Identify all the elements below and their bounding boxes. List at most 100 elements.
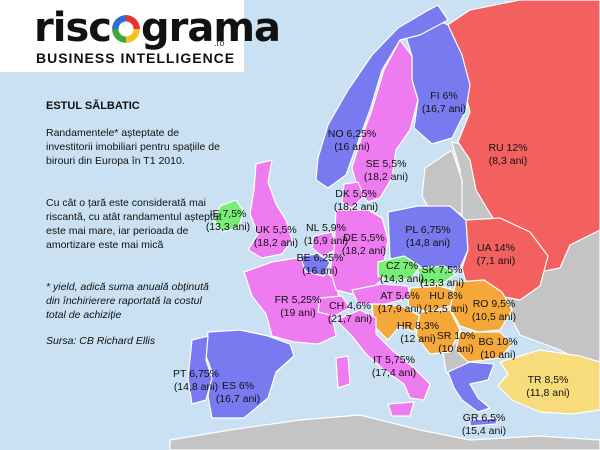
- region-dk: [341, 181, 365, 209]
- country-code: FR: [274, 294, 289, 306]
- country-code-yield: FI 6%: [412, 90, 476, 103]
- country-code-yield: NO 6,25%: [320, 128, 384, 141]
- country-code: SR: [436, 330, 452, 342]
- country-code: IT: [373, 354, 383, 366]
- region-de: [329, 209, 389, 295]
- country-yield: 5,5%: [352, 188, 377, 200]
- country-code-yield: UA 14%: [464, 242, 528, 255]
- country-yield: 6,25%: [313, 252, 344, 264]
- country-label-es: ES 6% (16,7 ani): [206, 380, 270, 406]
- region-ie: [213, 199, 245, 233]
- region-fr: [243, 257, 341, 345]
- country-yield: 10%: [496, 336, 518, 348]
- country-code-yield: BG 10%: [466, 336, 530, 349]
- country-code-yield: ES 6%: [206, 380, 270, 393]
- country-yield: 8,5%: [544, 374, 569, 386]
- country-payback-years: (14,8 ani): [405, 237, 451, 249]
- region-uk: [247, 159, 293, 259]
- country-yield: 5,9%: [322, 222, 346, 234]
- country-yield: 7,5%: [222, 208, 247, 220]
- country-payback-years: (16 ani): [334, 141, 370, 153]
- country-label-no: NO 6,25% (16 ani): [320, 128, 384, 154]
- legend-intro: Randamentele* așteptate de investitorii …: [46, 127, 220, 167]
- country-code-yield: IT 5,75%: [362, 354, 426, 367]
- region-ch: [317, 295, 351, 317]
- country-yield: 12%: [506, 142, 528, 154]
- country-code: CZ: [385, 260, 400, 272]
- country-code: HR: [396, 320, 413, 332]
- country-yield: 8,3%: [415, 320, 440, 332]
- region-it: [335, 309, 431, 401]
- region-be: [299, 253, 331, 277]
- country-label-hr: HR 8,3% (12 ani): [386, 320, 450, 346]
- region-ro: [449, 279, 513, 333]
- country-code-yield: BE 6,25%: [288, 252, 352, 265]
- logo-text-start: risc: [34, 5, 112, 51]
- region-es: [205, 329, 295, 419]
- country-label-it: IT 5,75% (17,4 ani): [362, 354, 426, 380]
- country-label-pt: PT 6,75% (14,8 ani): [164, 368, 228, 394]
- logo: risc grama .ro BUSINESS INTELLIGENCE: [0, 0, 281, 72]
- legend-footnote: * yield, adică suma anuală obținută din …: [46, 281, 209, 321]
- country-code-yield: HR 8,3%: [386, 320, 450, 333]
- country-yield: 7,5%: [438, 264, 463, 276]
- legend-title: ESTUL SĂLBATIC: [46, 100, 140, 112]
- country-yield: 5,25%: [291, 294, 322, 306]
- country-code-yield: CH 4,6%: [318, 300, 382, 313]
- country-code: NL: [306, 222, 320, 234]
- country-label-ru: RU 12% (8,3 ani): [476, 142, 540, 168]
- country-code: NO: [327, 128, 344, 140]
- country-code: UK: [255, 224, 270, 236]
- region-sk: [417, 265, 457, 285]
- country-label-uk: UK 5,5% (18,2 ani): [244, 224, 308, 250]
- country-label-gr: GR 6,5% (15,4 ani): [452, 412, 516, 438]
- country-payback-years: (11,8 ani): [526, 387, 570, 399]
- country-payback-years: (18,2 ani): [341, 245, 387, 257]
- country-code-yield: SK 7,5%: [410, 264, 474, 277]
- country-payback-years: (18,2 ani): [333, 201, 379, 213]
- country-label-at: AT 5,6% (17,9 ani): [368, 290, 432, 316]
- logo-tagline: BUSINESS INTELLIGENCE: [36, 50, 236, 66]
- land-grey-africa: [169, 414, 600, 450]
- country-code-yield: NL 5,9%: [294, 222, 358, 235]
- country-yield: 6%: [442, 90, 458, 102]
- country-code: SK: [421, 264, 436, 276]
- country-yield: 5,5%: [382, 158, 407, 170]
- country-payback-years: (17,4 ani): [371, 367, 417, 379]
- region-it-sardinia: [335, 355, 351, 389]
- country-code: BG: [478, 336, 494, 348]
- country-label-ch: CH 4,6% (21,7 ani): [318, 300, 382, 326]
- region-no: [315, 4, 449, 189]
- logo-ring-icon: [111, 15, 140, 43]
- country-yield: 14%: [493, 242, 515, 254]
- country-yield: 5,6%: [395, 290, 420, 302]
- region-gr-crete: [469, 417, 499, 427]
- country-code-yield: UK 5,5%: [244, 224, 308, 237]
- country-yield: 5,75%: [385, 354, 415, 366]
- country-code: PL: [405, 224, 418, 236]
- country-code: SE: [365, 158, 380, 170]
- region-gr: [447, 361, 495, 413]
- country-label-se: SE 5,5% (18,2 ani): [354, 158, 418, 184]
- region-pt: [187, 335, 213, 405]
- country-code-yield: IE 7,5%: [196, 208, 260, 221]
- country-code-yield: PL 6,75%: [396, 224, 460, 237]
- country-code-yield: HU 8%: [414, 290, 478, 303]
- legend-explanation: Cu cât o țară este considerată mai risca…: [46, 197, 222, 251]
- country-code: PT: [173, 368, 187, 380]
- country-code: FI: [430, 90, 440, 102]
- country-payback-years: (16,7 ani): [215, 393, 261, 405]
- country-code-yield: RU 12%: [476, 142, 540, 155]
- country-code-yield: SE 5,5%: [354, 158, 418, 171]
- country-code: DE: [343, 232, 358, 244]
- country-yield: 7%: [402, 260, 419, 272]
- country-code-yield: SR 10%: [424, 330, 488, 343]
- country-code: IE: [209, 208, 220, 220]
- country-label-tr: TR 8,5% (11,8 ani): [516, 374, 580, 400]
- region-tr: [497, 349, 600, 415]
- country-yield: 6%: [238, 380, 255, 392]
- country-label-hu: HU 8% (12,5 ani): [414, 290, 478, 316]
- country-label-ro: RO 9,5% (10,5 ani): [462, 298, 526, 324]
- country-code-yield: RO 9,5%: [462, 298, 526, 311]
